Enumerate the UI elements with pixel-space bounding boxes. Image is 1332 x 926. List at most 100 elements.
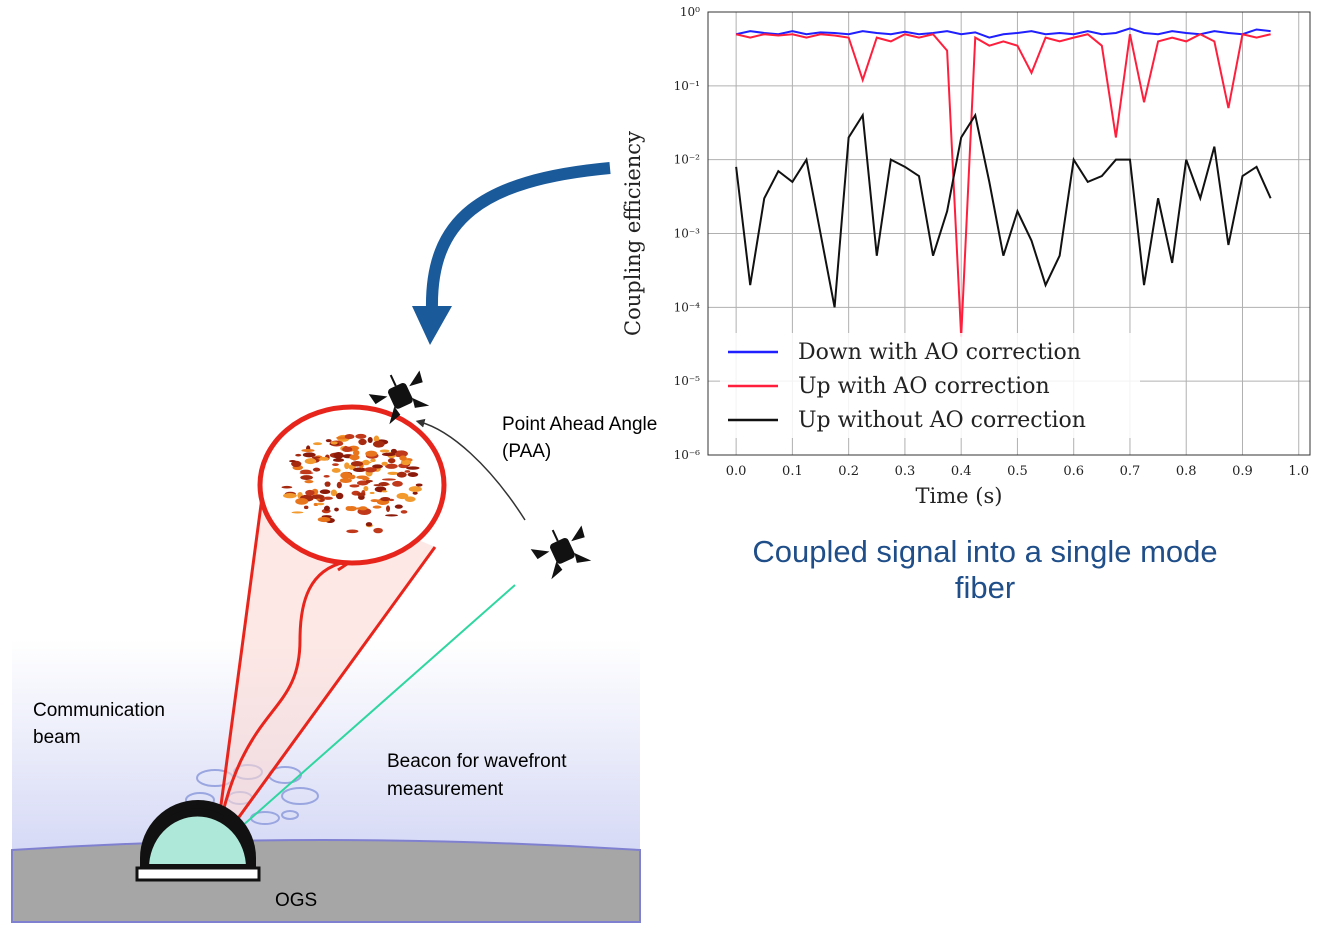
speckle <box>370 458 376 463</box>
speckle <box>408 486 422 493</box>
ogs-label: OGS <box>275 890 317 911</box>
legend-label: Up without AO correction <box>798 408 1086 433</box>
speckle <box>300 475 313 480</box>
speckle <box>317 516 331 523</box>
speckle <box>385 463 398 469</box>
speckle <box>365 522 373 527</box>
speckle <box>380 497 391 502</box>
speckle <box>365 450 378 457</box>
speckle <box>339 478 352 483</box>
y-tick-label: 10⁰ <box>680 5 700 19</box>
speckle <box>378 481 389 487</box>
series-line <box>735 27 1271 39</box>
speckle <box>387 458 396 464</box>
speckle <box>344 462 350 470</box>
speckle <box>363 485 369 492</box>
speckle <box>346 529 359 534</box>
beam-path <box>213 560 346 851</box>
speckle <box>387 471 399 475</box>
speckle <box>325 439 332 443</box>
speckle <box>372 464 383 469</box>
speckle <box>312 442 323 446</box>
y-tick-label: 10⁻² <box>674 153 701 167</box>
speckle <box>349 484 360 488</box>
beam-label: Communication <box>33 700 165 721</box>
x-tick-label: 0.9 <box>1232 464 1253 479</box>
speckle <box>299 471 314 475</box>
beacon-label: Beacon for wavefront <box>387 751 567 772</box>
speckle <box>301 448 315 452</box>
speckle <box>358 438 367 446</box>
legend: Down with AO correction Up with AO correc… <box>720 333 1140 438</box>
speckle <box>316 498 321 501</box>
speckle <box>379 449 390 453</box>
speckle <box>332 463 339 466</box>
speckle <box>396 492 409 500</box>
speckle <box>344 434 355 440</box>
speckle <box>412 491 418 495</box>
speckle <box>349 454 360 461</box>
legend-label: Down with AO correction <box>798 340 1081 365</box>
dome-rim <box>135 866 261 882</box>
speckle <box>352 449 360 456</box>
callout-arrow <box>425 162 611 311</box>
speckles <box>281 433 423 534</box>
y-tick-label: 10⁻⁶ <box>674 448 701 462</box>
speckle <box>381 461 388 466</box>
y-tick-label: 10⁻³ <box>674 227 701 241</box>
paa-label: (PAA) <box>502 441 551 462</box>
paa-arc <box>415 418 526 521</box>
x-tick-label: 0.8 <box>1176 464 1197 479</box>
speckle <box>291 460 302 468</box>
speckle <box>311 456 321 459</box>
x-tick-label: 0.3 <box>895 464 916 479</box>
speckle <box>323 496 333 500</box>
speckle <box>281 485 293 489</box>
speckle <box>381 490 388 493</box>
x-tick-label: 0.7 <box>1120 464 1141 479</box>
speckle <box>312 467 321 472</box>
diagram: Point Ahead Angle (PAA) Communication be… <box>11 162 657 923</box>
legend-box <box>720 333 1140 438</box>
beam-label: beam <box>33 727 81 748</box>
speckle <box>399 455 407 461</box>
speckle <box>304 479 314 484</box>
beam-edge <box>213 474 267 851</box>
speckle <box>406 466 420 470</box>
speckle <box>330 489 338 497</box>
speckle <box>334 507 339 512</box>
speckle <box>316 502 325 506</box>
speckle <box>407 472 419 477</box>
y-tick-label: 10⁻¹ <box>674 79 700 93</box>
x-tick-label: 0.5 <box>1007 464 1028 479</box>
speckle <box>396 471 407 478</box>
speckle <box>373 435 380 443</box>
legend-label: Up with AO correction <box>798 374 1050 399</box>
speckle <box>381 452 396 457</box>
speckle <box>390 448 397 454</box>
x-axis-label: Time (s) <box>916 484 1003 508</box>
chart: 0.0 0.1 0.2 0.3 0.4 0.5 0.6 0.7 0.8 0.9 1.0 10⁻⁶ 10⁻… <box>621 5 1311 508</box>
x-tick-label: 0.1 <box>782 464 803 479</box>
speckle <box>404 496 416 502</box>
y-tick-label: 10⁻⁴ <box>674 300 701 314</box>
speckle <box>319 456 329 461</box>
series-line <box>735 112 1272 308</box>
speckle <box>415 483 423 487</box>
speckle <box>325 484 330 487</box>
speckle <box>330 441 338 445</box>
speckle <box>346 506 357 512</box>
y-axis-label: Coupling efficiency <box>621 131 645 336</box>
speckle <box>335 492 344 500</box>
speckle <box>385 514 399 517</box>
x-tick-label: 1.0 <box>1288 464 1309 479</box>
speckle <box>372 505 382 509</box>
beacon-label: measurement <box>387 779 504 800</box>
speckle <box>356 492 366 497</box>
speckle <box>340 471 352 479</box>
speckle <box>392 480 403 487</box>
ground <box>11 839 641 923</box>
speckle <box>367 480 373 483</box>
speckle <box>303 505 309 510</box>
